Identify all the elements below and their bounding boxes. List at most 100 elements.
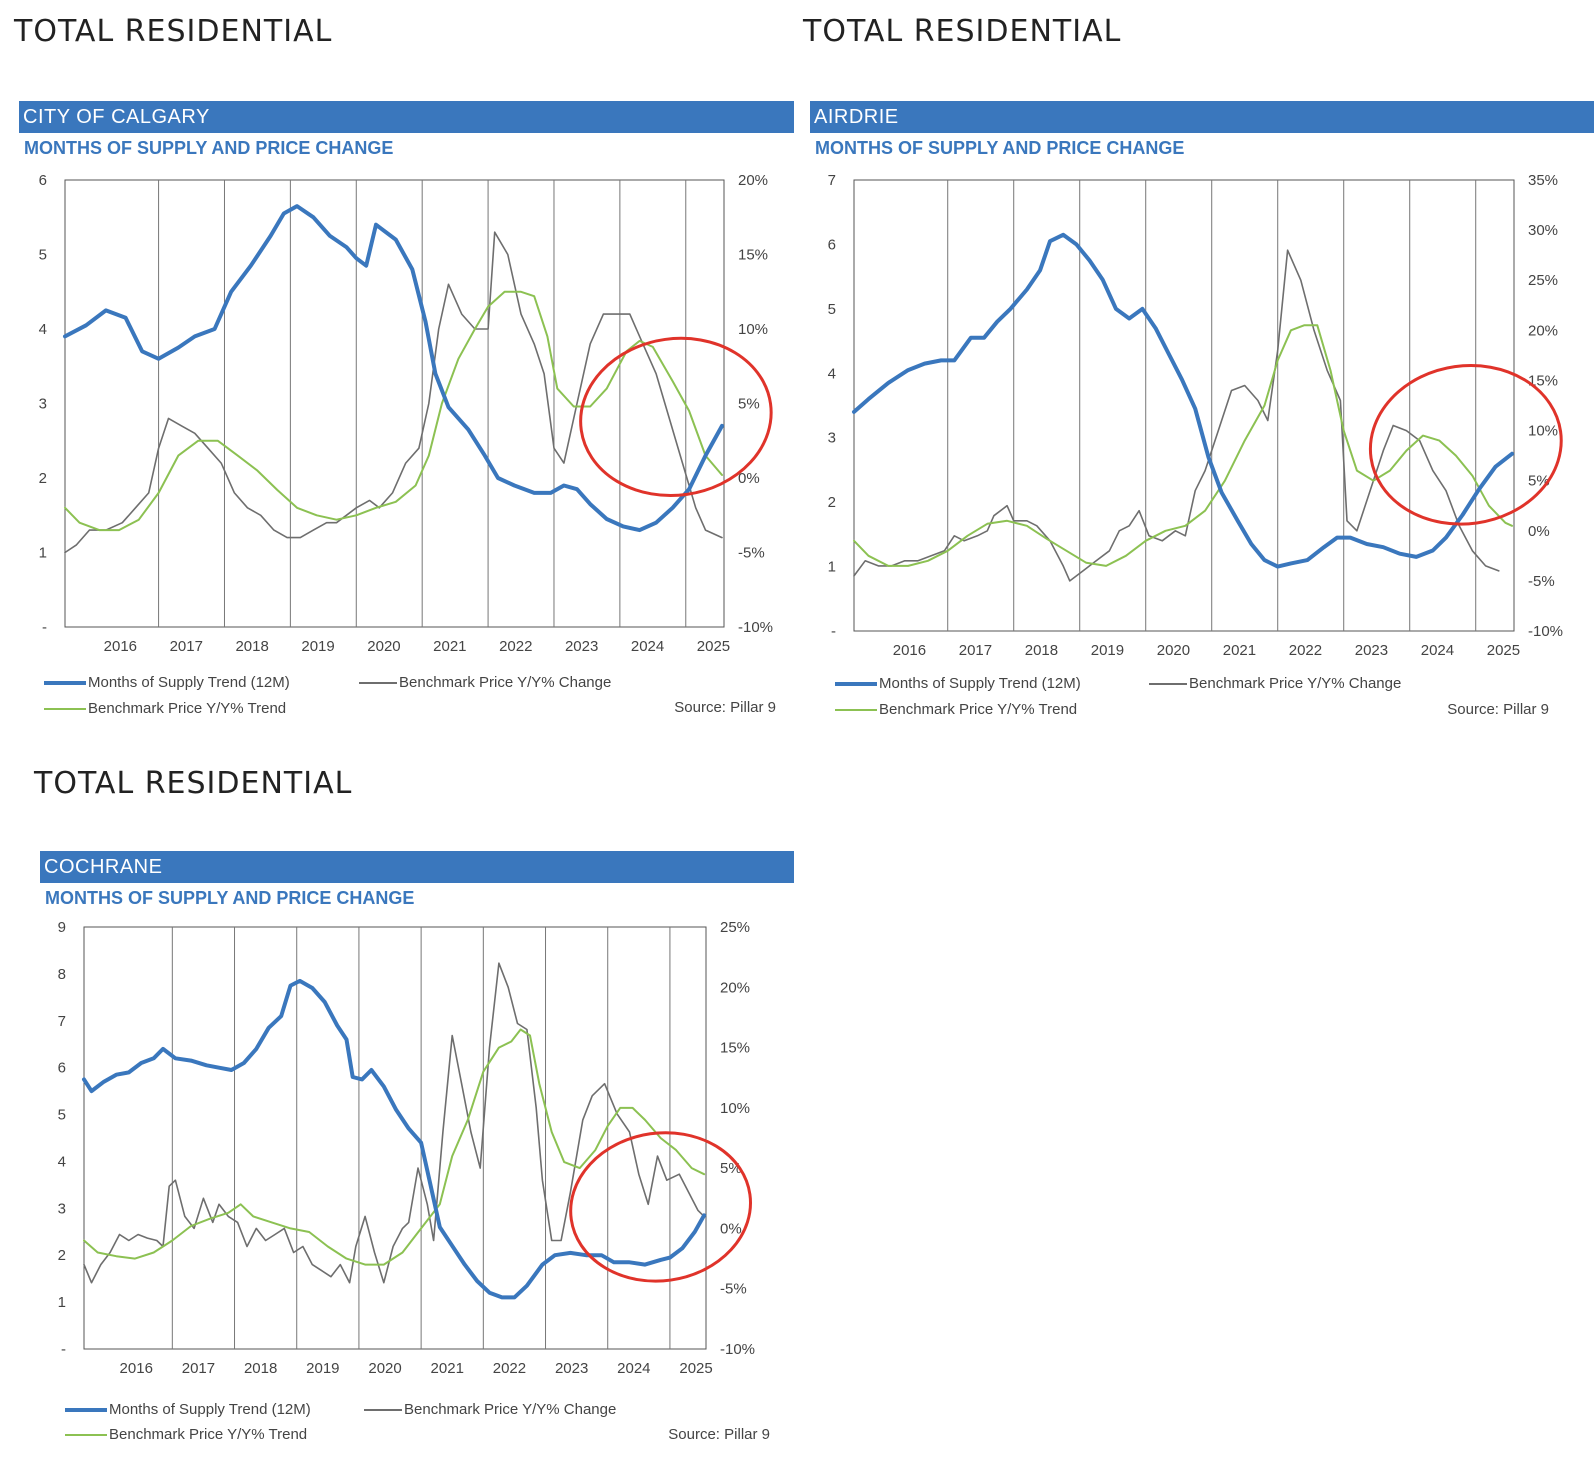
legend-trend: Benchmark Price Y/Y% Trend <box>835 701 1077 718</box>
series-line-trend <box>83 1028 706 1266</box>
y-left-tick-label: 5 <box>58 1107 66 1124</box>
source-note: Source: Pillar 9 <box>668 1426 770 1443</box>
x-tick-label: 2020 <box>367 638 400 655</box>
series-line-change <box>853 249 1500 582</box>
y-right-tick-label: 20% <box>720 979 750 996</box>
y-right-tick-label: -5% <box>1528 573 1555 590</box>
y-right-tick-label: 0% <box>738 470 760 487</box>
legend-supply: Months of Supply Trend (12M) <box>835 675 1081 692</box>
y-left-tick-label: 3 <box>39 396 47 413</box>
plot-frame <box>853 179 1515 632</box>
series-line-supply <box>63 204 724 533</box>
x-tick-label: 2017 <box>182 1360 215 1377</box>
panel-subtitle: MONTHS OF SUPPLY AND PRICE CHANGE <box>24 138 394 158</box>
y-left-tick-label: 3 <box>58 1200 66 1217</box>
x-tick-label: 2021 <box>433 638 466 655</box>
y-right-tick-label: 15% <box>738 247 768 264</box>
legend-supply: Months of Supply Trend (12M) <box>44 674 290 691</box>
x-tick-label: 2020 <box>368 1360 401 1377</box>
chart-airdrie: 2016 2017 2018 2019 2020 2021 2022 2023 2024 2025… <box>828 172 1563 659</box>
y-right-tick-label: 15% <box>720 1040 750 1057</box>
y-left-tick-label: 5 <box>39 247 47 264</box>
y-left-tick-label: - <box>831 623 836 640</box>
series-line-change <box>64 231 723 554</box>
y-left-tick-label: 6 <box>828 236 836 253</box>
x-tick-label: 2025 <box>1487 642 1520 659</box>
y-left-tick-label: 9 <box>58 919 66 936</box>
legend-label-change: Benchmark Price Y/Y% Change <box>399 674 612 691</box>
x-tick-label: 2024 <box>631 638 664 655</box>
legend-swatch-supply <box>835 681 877 686</box>
chart-panel-airdrie: AIRDRIE MONTHS OF SUPPLY AND PRICE CHANG… <box>810 101 1594 731</box>
x-tick-label: 2025 <box>679 1360 712 1377</box>
panel-header: COCHRANE <box>40 851 794 883</box>
y-left-tick-label: 1 <box>58 1294 66 1311</box>
legend-change: Benchmark Price Y/Y% Change <box>364 1401 616 1418</box>
x-tick-label: 2017 <box>959 642 992 659</box>
x-tick-label: 2019 <box>1091 642 1124 659</box>
chart-panel-cochrane: COCHRANE MONTHS OF SUPPLY AND PRICE CHAN… <box>40 851 794 1464</box>
legend-label-supply: Months of Supply Trend (12M) <box>879 675 1081 692</box>
x-tick-label: 2018 <box>244 1360 277 1377</box>
x-tick-label: 2022 <box>499 638 532 655</box>
chart-panel-calgary: CITY OF CALGARY MONTHS OF SUPPLY AND PRI… <box>19 101 794 731</box>
y-left-tick-label: 3 <box>828 430 836 447</box>
page-title-cochrane: TOTAL RESIDENTIAL <box>34 766 353 801</box>
x-tick-label: 2016 <box>104 638 137 655</box>
series-line-trend <box>64 290 723 532</box>
x-tick-label: 2025 <box>697 638 730 655</box>
annotation-circle <box>579 336 773 498</box>
y-right-tick-label: 20% <box>738 172 768 189</box>
series-line-supply <box>852 232 1514 569</box>
y-left-tick-label: 6 <box>39 172 47 189</box>
y-right-tick-label: -10% <box>720 1341 755 1358</box>
x-tick-label: 2018 <box>235 638 268 655</box>
chart-cochrane: 2016 2017 2018 2019 2020 2021 2022 2023 2024 2025… <box>58 919 755 1377</box>
y-right-tick-label: 15% <box>1528 372 1558 389</box>
legend-label-trend: Benchmark Price Y/Y% Trend <box>109 1426 308 1443</box>
annotation-circle <box>569 1131 752 1283</box>
source-note: Source: Pillar 9 <box>1447 701 1549 718</box>
y-right-tick-label: -5% <box>738 545 765 562</box>
y-right-tick-label: 25% <box>1528 272 1558 289</box>
x-tick-label: 2016 <box>120 1360 153 1377</box>
x-tick-label: 2022 <box>493 1360 526 1377</box>
legend-trend: Benchmark Price Y/Y% Trend <box>65 1426 307 1443</box>
legend-swatch-change <box>364 1408 402 1411</box>
y-left-tick-label: 4 <box>58 1153 66 1170</box>
series-line-change <box>83 962 705 1284</box>
source-note: Source: Pillar 9 <box>674 699 776 716</box>
legend-swatch-trend <box>835 708 877 711</box>
y-left-tick-label: 4 <box>39 321 47 338</box>
legend-change: Benchmark Price Y/Y% Change <box>1149 675 1401 692</box>
y-left-tick-label: 2 <box>39 470 47 487</box>
y-left-tick-label: 1 <box>828 559 836 576</box>
y-right-tick-label: 10% <box>720 1100 750 1117</box>
x-tick-label: 2016 <box>893 642 926 659</box>
page-title-calgary: TOTAL RESIDENTIAL <box>14 14 333 49</box>
legend-swatch-change <box>1149 682 1187 685</box>
x-tick-label: 2024 <box>617 1360 650 1377</box>
chart-calgary: 2016 2017 2018 2019 2020 2021 2022 2023 2024 2025… <box>39 172 773 655</box>
plot-frame <box>83 926 707 1350</box>
x-tick-label: 2023 <box>1355 642 1388 659</box>
panel-subtitle: MONTHS OF SUPPLY AND PRICE CHANGE <box>815 138 1185 158</box>
y-right-tick-label: -10% <box>1528 623 1563 640</box>
legend-swatch-trend <box>65 1433 107 1436</box>
y-right-tick-label: 10% <box>1528 423 1558 440</box>
legend-label-supply: Months of Supply Trend (12M) <box>109 1401 311 1418</box>
y-right-tick-label: -10% <box>738 619 773 636</box>
annotation-circle <box>1368 364 1563 526</box>
x-tick-label: 2019 <box>306 1360 339 1377</box>
y-right-tick-label: 0% <box>720 1220 742 1237</box>
x-tick-label: 2024 <box>1421 642 1454 659</box>
x-tick-label: 2020 <box>1157 642 1190 659</box>
y-left-tick-label: - <box>61 1341 66 1358</box>
series-line-trend <box>853 324 1513 567</box>
y-right-tick-label: 25% <box>720 919 750 936</box>
y-left-tick-label: 4 <box>828 365 836 382</box>
y-left-tick-label: 5 <box>828 301 836 318</box>
y-right-tick-label: 10% <box>738 321 768 338</box>
y-left-tick-label: 6 <box>58 1060 66 1077</box>
x-tick-label: 2022 <box>1289 642 1322 659</box>
